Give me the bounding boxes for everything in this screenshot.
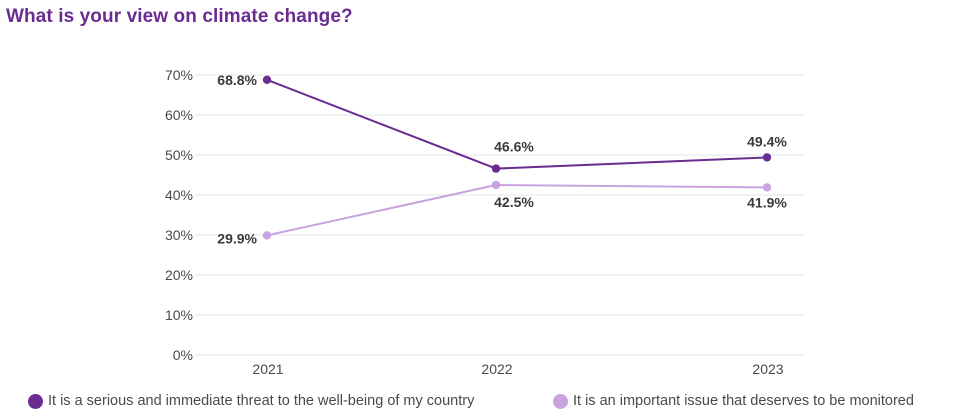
legend-marker-important-issue [553, 393, 568, 409]
series-points [262, 75, 772, 240]
data-point [262, 231, 272, 240]
y-tick-label: 30% [165, 227, 193, 243]
legend-item-serious-threat[interactable]: It is a serious and immediate threat to … [28, 393, 474, 409]
data-point [491, 180, 501, 190]
y-axis-ticks: 0% 10% 20% 30% 40% 50% 60% 70% [165, 67, 193, 363]
chart-title: What is your view on climate change? [6, 6, 353, 27]
legend-label-important-issue: It is an important issue that deserves t… [573, 393, 914, 409]
legend: It is a serious and immediate threat to … [0, 393, 961, 415]
data-label: 29.9% [217, 230, 257, 246]
data-label: 46.6% [494, 139, 534, 155]
data-point [762, 153, 772, 162]
data-labels: 68.8% 46.6% 49.4% 29.9% 42.5% 41.9% [217, 72, 787, 247]
grid-lines [195, 74, 805, 356]
x-tick-label: 2022 [481, 361, 512, 377]
data-point [762, 183, 772, 192]
data-label: 42.5% [494, 194, 534, 210]
y-tick-label: 20% [165, 267, 193, 283]
series-line-2 [266, 183, 768, 237]
series-lines [266, 78, 768, 237]
y-tick-label: 0% [173, 347, 193, 363]
y-tick-label: 60% [165, 107, 193, 123]
x-tick-label: 2023 [752, 361, 783, 377]
line-chart: 0% 10% 20% 30% 40% 50% 60% 70% 2021 2022 2023 68.… [165, 67, 805, 377]
data-point [491, 164, 501, 173]
legend-marker-serious-threat [28, 393, 43, 409]
x-axis-ticks: 2021 2022 2023 [252, 361, 783, 377]
data-point [262, 75, 272, 85]
y-tick-label: 10% [165, 307, 193, 323]
data-label: 49.4% [747, 133, 787, 149]
legend-item-important-issue[interactable]: It is an important issue that deserves t… [553, 393, 914, 409]
y-tick-label: 70% [165, 67, 193, 83]
legend-label-serious-threat: It is a serious and immediate threat to … [48, 393, 475, 409]
data-label: 68.8% [217, 72, 257, 88]
x-tick-label: 2021 [252, 361, 283, 377]
data-label: 41.9% [747, 194, 787, 210]
y-tick-label: 40% [165, 187, 193, 203]
y-tick-label: 50% [165, 147, 193, 163]
